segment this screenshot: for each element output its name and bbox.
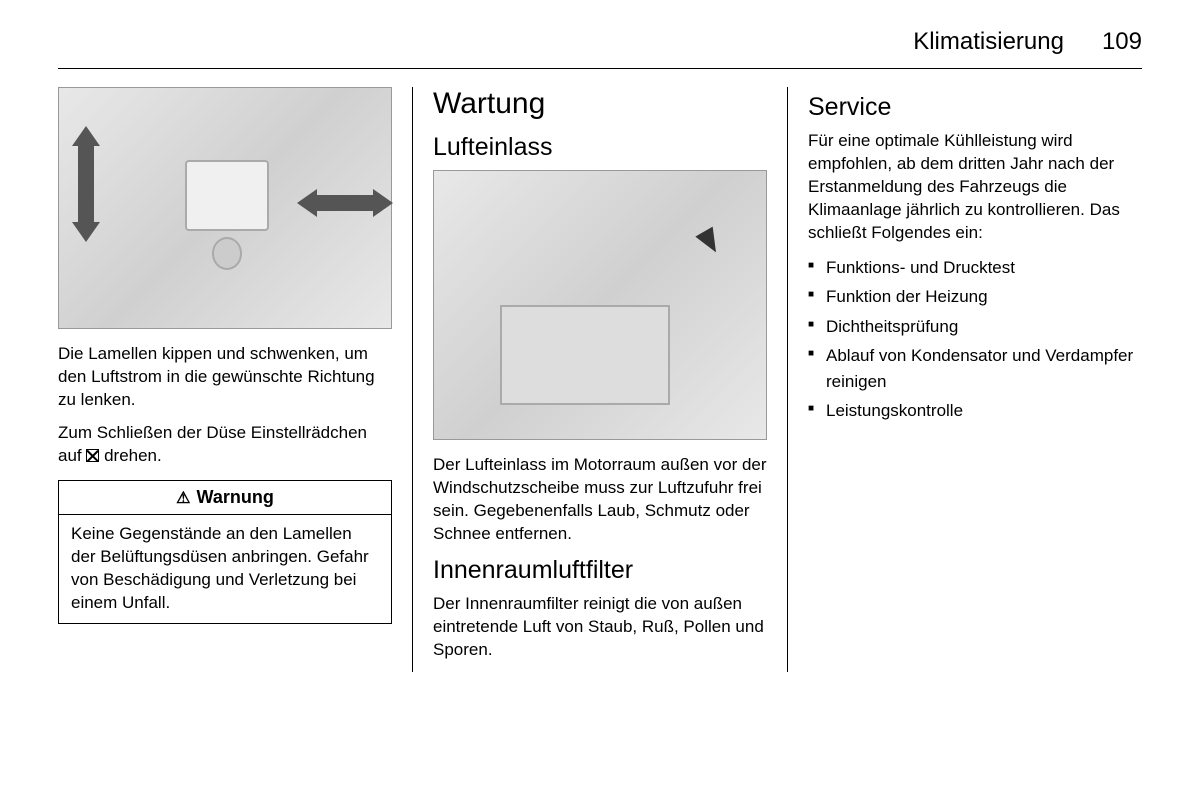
page-number: 109 [1102, 28, 1142, 56]
list-item: Dichtheitsprüfung [808, 314, 1142, 340]
chapter-title: Klimatisierung [913, 28, 1064, 56]
warning-box: ⚠ Warnung Keine Gegenstände an den La­mel… [58, 480, 392, 624]
warning-title: Warnung [197, 487, 274, 507]
column-1: Die Lamellen kippen und schwenken, um de… [58, 87, 408, 672]
cabin-filter-paragraph: Der Innenraumfilter reinigt die von au­ß… [433, 593, 767, 662]
column-divider [787, 87, 788, 672]
warning-triangle-icon: ⚠ [176, 488, 190, 508]
column-divider [412, 87, 413, 672]
list-item: Funktion der Heizung [808, 284, 1142, 310]
warning-body: Keine Gegenstände an den La­mellen der B… [59, 515, 391, 623]
vent-tilt-paragraph: Die Lamellen kippen und schwenken, um de… [58, 343, 392, 412]
page-header: Klimatisierung 109 [58, 28, 1142, 69]
column-3: Service Für eine optimale Kühlleistung w… [792, 87, 1142, 672]
vent-close-paragraph: Zum Schließen der Düse Einstellräd­chen … [58, 422, 392, 468]
service-intro: Für eine optimale Kühlleistung wird empf… [808, 130, 1142, 245]
list-item: Funktions- und Drucktest [808, 255, 1142, 281]
content-columns: Die Lamellen kippen und schwenken, um de… [58, 87, 1142, 672]
engine-bay-illustration [433, 170, 767, 440]
air-intake-heading: Lufteinlass [433, 133, 767, 162]
list-item: Leistungskontrolle [808, 398, 1142, 424]
dashboard-vent-illustration [58, 87, 392, 329]
maintenance-heading: Wartung [433, 87, 767, 121]
list-item: Ablauf von Kondensator und Ver­dampfer r… [808, 343, 1142, 394]
air-intake-paragraph: Der Lufteinlass im Motorraum außen vor d… [433, 454, 767, 546]
vent-close-text-b: drehen. [99, 446, 161, 465]
cabin-filter-heading: Innenraumluftfilter [433, 556, 767, 585]
close-symbol-icon [86, 449, 99, 462]
warning-header: ⚠ Warnung [59, 481, 391, 515]
column-2: Wartung Lufteinlass Der Lufteinlass im M… [417, 87, 783, 672]
service-heading: Service [808, 93, 1142, 122]
service-list: Funktions- und Drucktest Funktion der He… [808, 255, 1142, 424]
